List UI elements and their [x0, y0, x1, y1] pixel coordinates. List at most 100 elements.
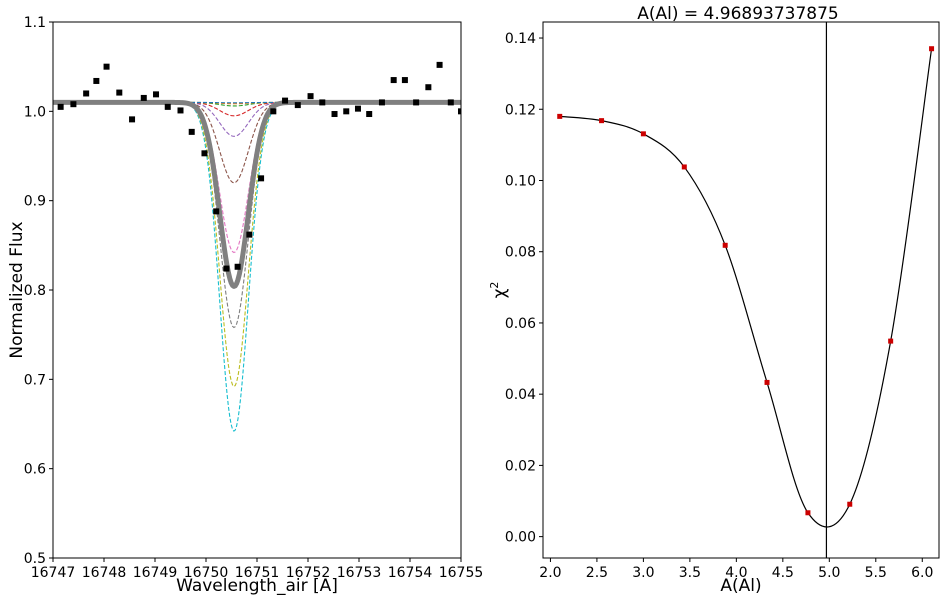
y-tick-label: 0.5 — [24, 551, 46, 567]
chi-square-points — [557, 46, 935, 516]
spectrum-y-ticks: 0.5 0.6 0.7 0.8 0.9 1.0 1.1 — [24, 15, 53, 567]
observed-flux-point — [223, 265, 230, 272]
y-tick-label: 1.1 — [24, 15, 46, 31]
observed-flux-point — [213, 208, 220, 215]
x-tick-label: 3.0 — [632, 565, 654, 581]
observed-flux-point — [164, 103, 171, 110]
observed-flux-point — [343, 108, 350, 115]
x-tick-label: 2.0 — [539, 565, 561, 581]
y-tick-label: 0.9 — [24, 194, 46, 210]
observed-flux-point — [436, 61, 443, 68]
observed-flux-point — [366, 111, 373, 118]
chi-square-point — [640, 131, 646, 137]
best-fit-line — [53, 99, 461, 289]
observed-spectrum-points — [57, 61, 461, 272]
y-tick-label: 0.06 — [505, 316, 536, 332]
chi-square-point — [764, 379, 770, 385]
chi-square-y-ticks: 0.00 0.02 0.04 0.06 0.08 0.10 0.12 0.14 — [505, 31, 543, 546]
x-tick-label: 5.5 — [865, 565, 887, 581]
x-tick-label: 16753 — [337, 565, 382, 581]
chi-square-panel: 2.0 2.5 3.0 3.5 4.0 4.5 5.0 5.5 6.0 0.00 0.02 0.04… — [488, 4, 940, 596]
observed-flux-point — [447, 99, 454, 106]
x-tick-label: 2.5 — [586, 565, 608, 581]
observed-flux-point — [354, 105, 361, 112]
y-tick-label: 0.7 — [24, 372, 46, 388]
chi-symbol: χ — [490, 288, 510, 298]
observed-flux-point — [246, 231, 253, 238]
x-tick-label: 3.5 — [679, 565, 701, 581]
observed-flux-point — [282, 97, 289, 104]
chi-exponent: 2 — [488, 282, 501, 289]
x-tick-label: 16751 — [235, 565, 280, 581]
observed-flux-point — [378, 99, 385, 106]
observed-flux-point — [319, 99, 326, 106]
chi-square-fit-curve — [559, 48, 933, 528]
y-tick-label: 0.00 — [505, 530, 536, 546]
y-tick-label: 0.6 — [24, 462, 46, 478]
observed-flux-point — [307, 93, 314, 100]
x-tick-label: 4.5 — [772, 565, 794, 581]
x-tick-label: 16755 — [439, 565, 484, 581]
observed-flux-point — [234, 263, 241, 270]
x-tick-label: 6.0 — [911, 565, 933, 581]
observed-flux-point — [140, 94, 147, 101]
observed-flux-point — [331, 111, 338, 118]
x-tick-label: 16748 — [82, 565, 127, 581]
x-tick-label: 5.0 — [818, 565, 840, 581]
chi-square-point — [557, 113, 563, 119]
observed-flux-point — [201, 150, 208, 157]
observed-flux-point — [153, 91, 160, 98]
observed-flux-point — [294, 102, 301, 109]
chi-square-x-axis-label: A(Al) — [720, 576, 761, 596]
observed-flux-point — [93, 77, 100, 84]
observed-flux-point — [425, 84, 432, 91]
chi-square-curve — [559, 48, 933, 528]
observed-flux-point — [188, 128, 195, 135]
chi-square-point — [888, 338, 894, 344]
observed-flux-point — [401, 77, 408, 84]
observed-flux-point — [57, 103, 64, 110]
chi-square-point — [722, 242, 728, 248]
best-fit-spectrum — [53, 99, 461, 289]
y-tick-label: 0.04 — [505, 387, 536, 403]
y-tick-label: 0.10 — [505, 173, 536, 189]
observed-flux-point — [413, 99, 420, 106]
y-tick-label: 0.8 — [24, 283, 46, 299]
x-tick-label: 16750 — [184, 565, 229, 581]
x-tick-label: 4.0 — [725, 565, 747, 581]
x-tick-label: 16747 — [31, 565, 76, 581]
observed-flux-point — [116, 89, 123, 96]
chi-square-point — [847, 501, 853, 507]
chi-square-point — [681, 164, 687, 170]
spectrum-x-axis-label: Wavelength_air [A] — [176, 576, 338, 596]
chi-square-title: A(Al) = 4.96893737875 — [637, 4, 839, 24]
spectrum-panel: 16747 16748 16749 16750 16751 16752 16753 16754… — [7, 15, 483, 596]
y-tick-label: 1.0 — [24, 104, 46, 120]
y-tick-label: 0.08 — [505, 245, 536, 261]
spectrum-y-axis-label: Normalized Flux — [7, 221, 27, 358]
observed-flux-point — [103, 63, 110, 70]
observed-flux-point — [129, 116, 136, 123]
y-tick-label: 0.12 — [505, 102, 536, 118]
observed-flux-point — [83, 90, 90, 97]
observed-flux-point — [458, 108, 461, 115]
x-tick-label: 16754 — [388, 565, 433, 581]
observed-flux-point — [258, 175, 265, 182]
chi-square-x-ticks: 2.0 2.5 3.0 3.5 4.0 4.5 5.0 5.5 6.0 — [539, 558, 933, 581]
x-tick-label: 16752 — [286, 565, 331, 581]
observed-flux-point — [177, 107, 184, 114]
y-tick-label: 0.14 — [505, 31, 536, 47]
observed-flux-point — [390, 77, 397, 84]
synthetic-spectrum-line — [53, 101, 461, 329]
chi-square-point — [929, 46, 935, 52]
synthetic-spectrum-line — [53, 101, 461, 137]
observed-flux-point — [70, 101, 77, 108]
observed-flux-point — [270, 108, 277, 115]
chi-square-point — [805, 510, 811, 516]
spectrum-x-ticks: 16747 16748 16749 16750 16751 16752 16753 16754… — [31, 558, 484, 581]
y-tick-label: 0.02 — [505, 458, 536, 474]
chi-square-y-axis-label: χ2 — [488, 282, 510, 299]
chi-square-point — [599, 118, 605, 124]
x-tick-label: 16749 — [133, 565, 178, 581]
